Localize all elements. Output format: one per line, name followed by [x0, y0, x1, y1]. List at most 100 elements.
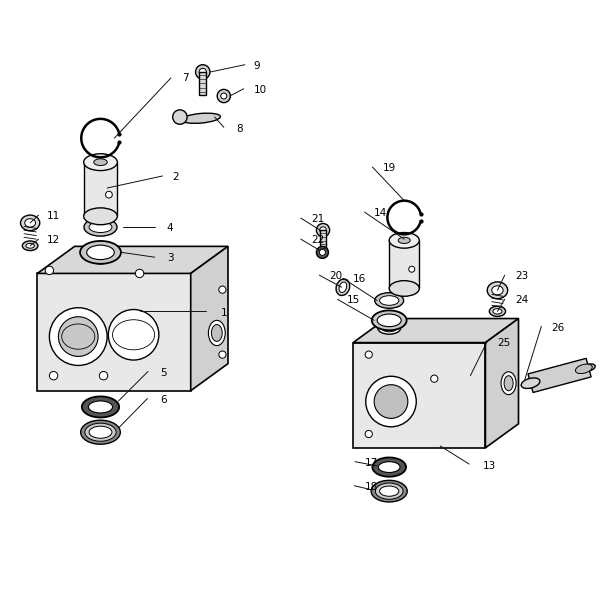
Ellipse shape — [89, 222, 112, 232]
Circle shape — [219, 351, 226, 358]
Circle shape — [195, 65, 210, 79]
Ellipse shape — [211, 325, 222, 341]
Ellipse shape — [493, 308, 502, 314]
Text: 18: 18 — [365, 482, 378, 492]
Ellipse shape — [389, 280, 419, 296]
Text: 3: 3 — [167, 253, 173, 263]
Circle shape — [221, 93, 227, 99]
Text: 21: 21 — [311, 214, 324, 225]
Circle shape — [374, 385, 408, 418]
Ellipse shape — [375, 483, 403, 500]
Circle shape — [108, 310, 159, 360]
Circle shape — [365, 430, 372, 438]
Ellipse shape — [582, 364, 595, 371]
Ellipse shape — [375, 293, 403, 308]
Ellipse shape — [20, 215, 40, 231]
Text: 16: 16 — [353, 274, 367, 285]
Ellipse shape — [84, 154, 117, 171]
Polygon shape — [389, 240, 419, 288]
Text: 23: 23 — [516, 271, 529, 282]
Circle shape — [317, 246, 328, 259]
Text: 20: 20 — [329, 271, 342, 282]
Ellipse shape — [371, 480, 407, 502]
Ellipse shape — [575, 364, 592, 373]
Circle shape — [317, 223, 330, 237]
Ellipse shape — [382, 325, 397, 332]
Ellipse shape — [25, 219, 36, 227]
Ellipse shape — [389, 232, 419, 248]
Circle shape — [365, 351, 372, 358]
Ellipse shape — [26, 243, 34, 248]
Ellipse shape — [81, 420, 120, 444]
Text: 7: 7 — [182, 73, 188, 83]
Ellipse shape — [504, 376, 513, 391]
Text: 8: 8 — [236, 124, 243, 134]
Ellipse shape — [377, 314, 401, 327]
Ellipse shape — [84, 208, 117, 225]
Ellipse shape — [88, 251, 113, 264]
Circle shape — [59, 317, 98, 356]
Ellipse shape — [80, 241, 121, 264]
Polygon shape — [320, 230, 326, 251]
Text: 24: 24 — [516, 296, 529, 305]
Ellipse shape — [84, 218, 117, 236]
Ellipse shape — [208, 320, 225, 345]
Text: 17: 17 — [365, 458, 378, 468]
Text: 2: 2 — [172, 172, 179, 182]
Polygon shape — [353, 342, 485, 448]
Ellipse shape — [501, 371, 516, 395]
Text: 26: 26 — [551, 322, 565, 333]
Circle shape — [219, 286, 226, 293]
Circle shape — [366, 376, 416, 427]
Text: 15: 15 — [347, 296, 360, 305]
Circle shape — [99, 371, 108, 380]
Text: 22: 22 — [311, 236, 324, 245]
Ellipse shape — [339, 282, 347, 293]
Circle shape — [217, 89, 230, 103]
Ellipse shape — [521, 378, 540, 388]
Ellipse shape — [94, 159, 107, 166]
Circle shape — [45, 266, 54, 274]
Text: 4: 4 — [167, 223, 173, 233]
Circle shape — [105, 191, 112, 198]
Circle shape — [409, 266, 415, 272]
Circle shape — [320, 227, 326, 234]
Ellipse shape — [182, 113, 221, 123]
Circle shape — [136, 270, 144, 277]
Text: 19: 19 — [383, 163, 397, 173]
Polygon shape — [528, 358, 591, 393]
Ellipse shape — [487, 282, 508, 299]
Ellipse shape — [379, 296, 399, 305]
Polygon shape — [485, 319, 519, 448]
Polygon shape — [353, 319, 519, 342]
Text: 25: 25 — [498, 337, 511, 348]
Ellipse shape — [378, 322, 400, 334]
Ellipse shape — [372, 458, 406, 476]
Text: 11: 11 — [46, 211, 60, 222]
Ellipse shape — [379, 486, 399, 497]
Ellipse shape — [85, 423, 116, 441]
Circle shape — [172, 110, 187, 124]
Ellipse shape — [22, 241, 38, 251]
Ellipse shape — [92, 253, 109, 262]
Circle shape — [320, 249, 325, 256]
Text: 14: 14 — [374, 208, 387, 219]
Ellipse shape — [378, 462, 400, 472]
Polygon shape — [84, 162, 117, 216]
Text: 1: 1 — [221, 308, 227, 317]
Text: 9: 9 — [254, 61, 261, 71]
Polygon shape — [191, 246, 228, 391]
Text: 13: 13 — [482, 461, 496, 471]
Ellipse shape — [336, 279, 350, 296]
Circle shape — [49, 308, 107, 365]
Polygon shape — [38, 246, 228, 273]
Polygon shape — [38, 273, 191, 391]
Text: 6: 6 — [161, 395, 168, 405]
Ellipse shape — [492, 286, 503, 295]
Ellipse shape — [398, 237, 410, 243]
Text: 5: 5 — [161, 368, 168, 378]
Text: 10: 10 — [254, 85, 267, 95]
Ellipse shape — [489, 306, 506, 316]
Polygon shape — [199, 72, 206, 95]
Ellipse shape — [87, 245, 115, 260]
